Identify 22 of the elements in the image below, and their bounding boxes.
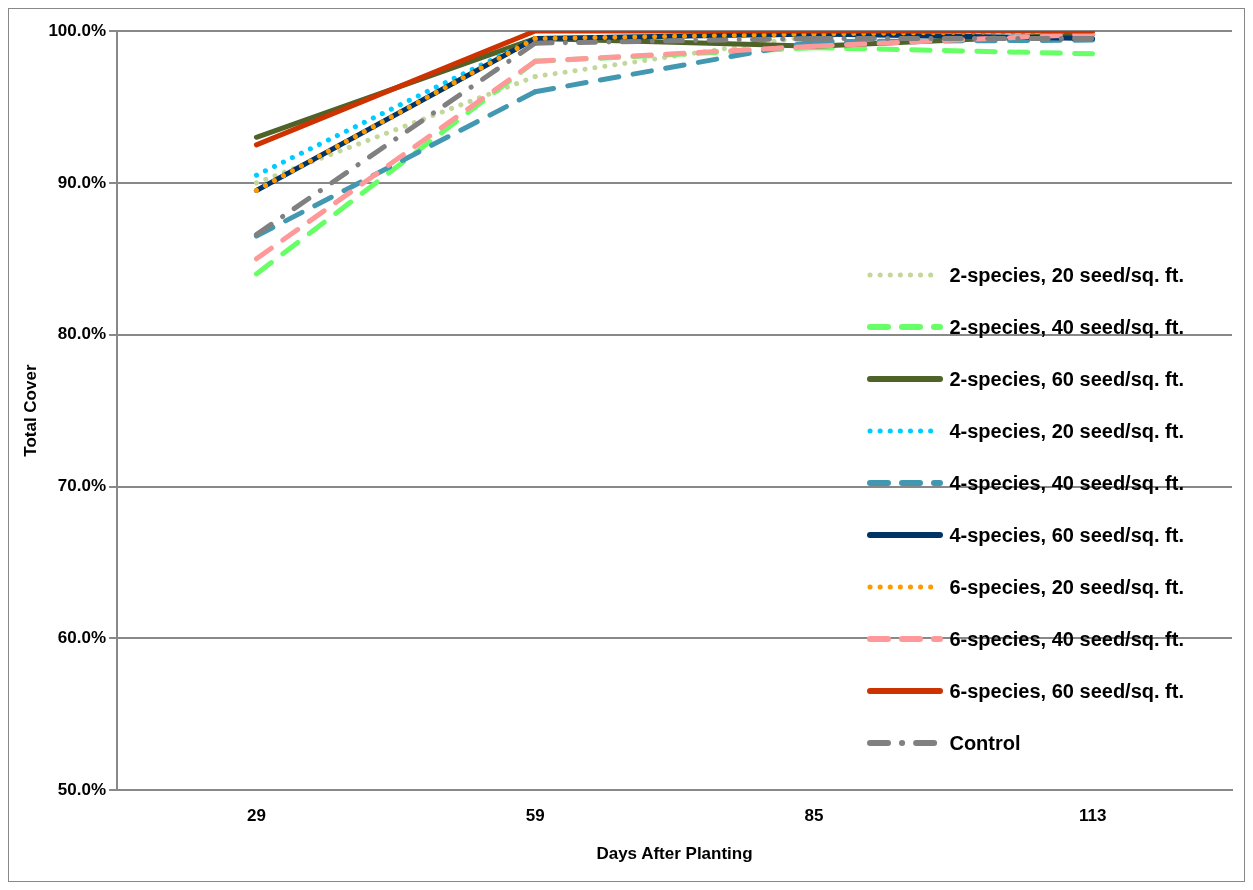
- y-tick-label: 60.0%: [57, 628, 107, 648]
- legend-label: 4-species, 20 seed/sq. ft.: [949, 419, 1184, 443]
- x-tick-label: 59: [525, 806, 545, 826]
- legend-label: 2-species, 20 seed/sq. ft.: [949, 263, 1184, 287]
- y-tick-label: 100.0%: [48, 20, 107, 40]
- y-tick-label: 80.0%: [57, 324, 107, 344]
- y-tick-label: 50.0%: [57, 779, 107, 799]
- legend-label: 2-species, 60 seed/sq. ft.: [949, 367, 1184, 391]
- x-tick-label: 113: [1078, 806, 1107, 826]
- y-axis-title: Total Cover: [20, 364, 40, 457]
- x-tick-label: 29: [246, 806, 266, 826]
- legend-label: 4-species, 40 seed/sq. ft.: [949, 471, 1184, 495]
- legend-label: 6-species, 40 seed/sq. ft.: [949, 627, 1184, 651]
- legend-label: 6-species, 20 seed/sq. ft.: [949, 575, 1184, 599]
- legend-label: 4-species, 60 seed/sq. ft.: [949, 523, 1184, 547]
- y-tick-label: 90.0%: [57, 172, 107, 192]
- y-tick-label: 70.0%: [57, 476, 107, 496]
- x-axis-title: Days After Planting: [596, 844, 753, 864]
- legend-label: 2-species, 40 seed/sq. ft.: [949, 315, 1184, 339]
- legend-label: 6-species, 60 seed/sq. ft.: [949, 679, 1184, 703]
- x-tick-label: 85: [804, 806, 824, 826]
- legend-label: Control: [949, 731, 1021, 755]
